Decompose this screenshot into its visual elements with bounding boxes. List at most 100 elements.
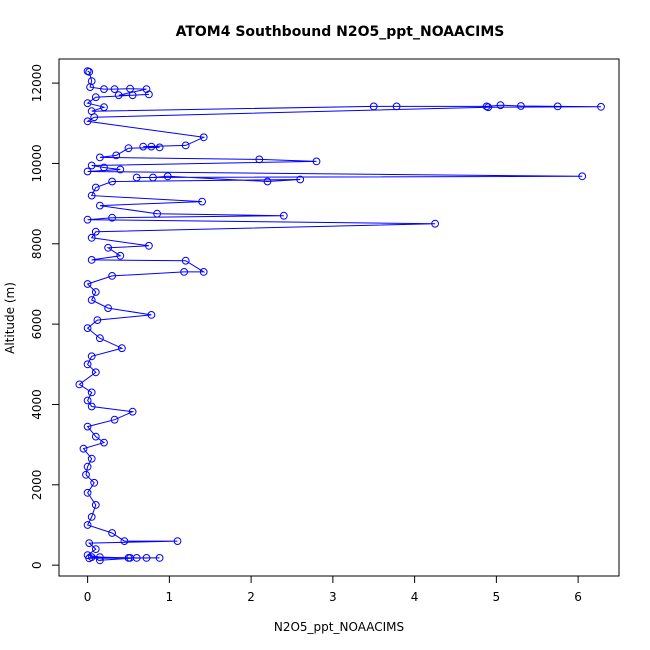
x-tick-label: 4 [411, 590, 419, 604]
data-point [87, 352, 96, 361]
y-tick-label: 10000 [30, 144, 44, 182]
data-point [147, 311, 156, 319]
series-points [75, 67, 605, 565]
data-point [296, 175, 305, 184]
x-tick-label: 0 [84, 590, 92, 604]
data-point [96, 153, 104, 162]
data-point [128, 91, 137, 100]
data-point [96, 201, 104, 210]
x-tick-label: 6 [574, 590, 582, 604]
data-point [91, 432, 100, 441]
data-point [198, 197, 207, 206]
y-axis-label: Altitude (m) [3, 282, 17, 354]
data-point [110, 415, 119, 424]
data-point [132, 554, 141, 562]
data-point [79, 444, 88, 453]
data-point [597, 102, 605, 111]
data-point [145, 241, 153, 250]
data-point [126, 84, 135, 93]
data-point [149, 173, 157, 182]
data-point [553, 102, 562, 111]
data-point [142, 85, 151, 93]
data-point [87, 256, 96, 264]
data-point [91, 183, 100, 192]
data-point [181, 256, 190, 265]
x-tick-label: 2 [247, 590, 255, 604]
data-point [100, 438, 108, 447]
x-tick-label: 5 [493, 590, 501, 604]
data-point [181, 141, 190, 150]
data-point [163, 172, 172, 181]
data-point [91, 368, 100, 377]
data-point [83, 521, 92, 529]
data-point [75, 380, 84, 389]
data-point [83, 215, 92, 224]
data-point [96, 334, 104, 343]
data-point [484, 103, 493, 112]
data-point [96, 556, 104, 565]
data-point [110, 85, 119, 93]
data-point [173, 537, 182, 545]
x-tick-label: 1 [166, 590, 174, 604]
data-point [517, 102, 525, 110]
data-point [279, 211, 288, 220]
data-point [83, 422, 92, 431]
data-point [91, 227, 100, 236]
data-point [155, 143, 164, 152]
data-point [82, 470, 90, 479]
data-point [91, 93, 100, 102]
data-point [90, 113, 99, 122]
data-point [83, 396, 92, 405]
data-point [369, 102, 378, 111]
data-point [108, 529, 116, 537]
data-point [100, 163, 108, 172]
data-point [124, 144, 133, 153]
data-point [87, 233, 96, 242]
chart-title: ATOM4 Southbound N2O5_ppt_NOAACIMS [176, 24, 505, 40]
data-point [83, 280, 92, 288]
data-point [87, 454, 96, 463]
data-point [90, 478, 99, 487]
data-point [83, 117, 92, 126]
data-point [86, 83, 94, 91]
data-point [93, 316, 102, 325]
data-point [83, 462, 92, 471]
data-point [91, 545, 100, 553]
data-point [87, 553, 96, 561]
data-point [312, 157, 321, 166]
y-tick-label: 6000 [30, 309, 44, 340]
y-axis: 0 2000 4000 6000 8000 10000 12000 [30, 64, 60, 569]
data-point [120, 537, 129, 545]
data-point [578, 172, 587, 181]
data-point [112, 151, 121, 160]
data-point [87, 513, 96, 521]
data-point [108, 177, 116, 186]
data-point [116, 251, 125, 260]
data-point [496, 101, 505, 110]
data-point [263, 177, 272, 186]
data-point [87, 191, 96, 200]
data-point [142, 554, 151, 562]
data-point [139, 142, 148, 151]
data-point [85, 68, 94, 76]
data-point [155, 554, 164, 562]
data-point [431, 219, 440, 228]
data-point [100, 103, 108, 112]
data-point [255, 155, 264, 164]
data-point [91, 288, 100, 296]
data-point [114, 91, 123, 100]
x-tick-label: 3 [329, 590, 337, 604]
data-point [128, 407, 137, 416]
data-point [87, 161, 96, 170]
data-point [83, 167, 92, 176]
data-point [147, 142, 156, 151]
data-point [153, 209, 162, 218]
data-point [199, 268, 208, 276]
data-point [118, 344, 126, 353]
y-tick-label: 4000 [30, 389, 44, 420]
data-point [83, 488, 92, 497]
data-point [87, 388, 96, 397]
data-point [392, 102, 401, 111]
x-axis-label: N2O5_ppt_NOAACIMS [274, 620, 404, 634]
